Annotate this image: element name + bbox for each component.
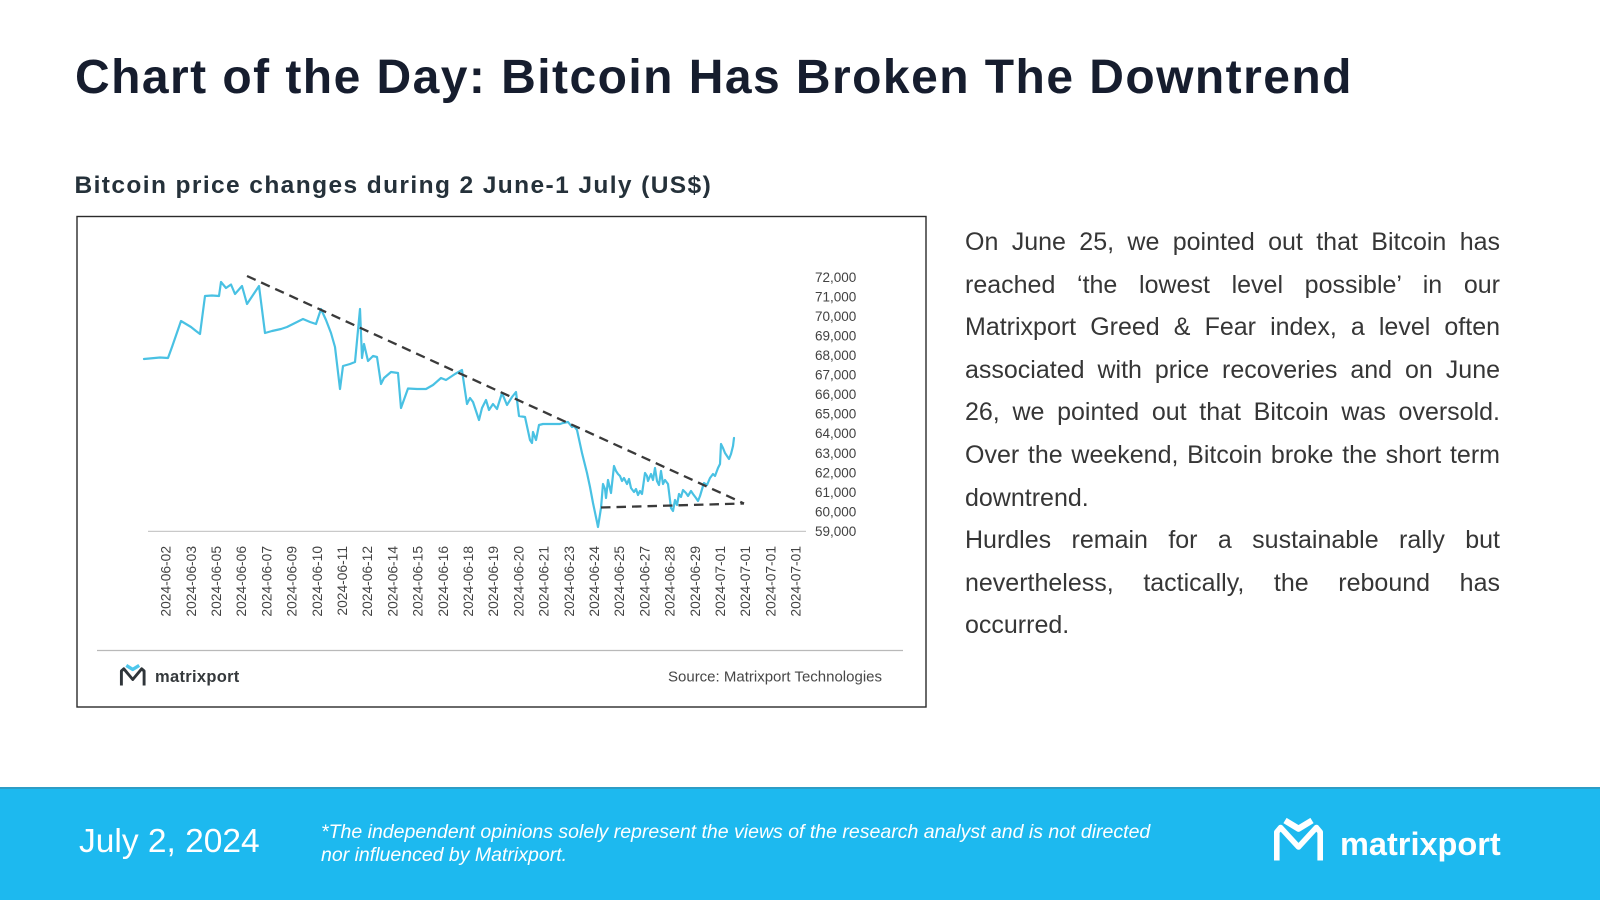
svg-text:2024-06-15: 2024-06-15 [411, 546, 426, 617]
svg-text:61,000: 61,000 [815, 485, 856, 500]
svg-text:2024-06-19: 2024-06-19 [486, 546, 501, 617]
svg-text:2024-06-03: 2024-06-03 [184, 546, 199, 617]
svg-text:2024-06-25: 2024-06-25 [612, 546, 627, 617]
svg-text:66,000: 66,000 [815, 387, 856, 402]
svg-text:matrixport: matrixport [155, 668, 240, 686]
svg-text:2024-06-29: 2024-06-29 [688, 546, 703, 617]
svg-text:2024-06-23: 2024-06-23 [562, 546, 577, 617]
svg-text:2024-06-14: 2024-06-14 [385, 546, 400, 617]
svg-text:63,000: 63,000 [815, 446, 856, 461]
svg-text:2024-06-16: 2024-06-16 [436, 546, 451, 617]
svg-text:69,000: 69,000 [815, 328, 856, 343]
svg-text:2024-06-02: 2024-06-02 [159, 546, 174, 617]
svg-text:2024-06-24: 2024-06-24 [587, 546, 602, 617]
svg-text:71,000: 71,000 [815, 289, 856, 304]
svg-text:59,000: 59,000 [815, 524, 856, 539]
svg-text:2024-06-11: 2024-06-11 [335, 546, 350, 616]
svg-text:2024-06-21: 2024-06-21 [537, 546, 552, 617]
svg-text:2024-06-09: 2024-06-09 [285, 546, 300, 617]
svg-text:67,000: 67,000 [815, 368, 856, 383]
svg-text:2024-06-10: 2024-06-10 [310, 546, 325, 617]
svg-text:Source: Matrixport Technologie: Source: Matrixport Technologies [668, 669, 882, 686]
svg-text:68,000: 68,000 [815, 348, 856, 363]
svg-text:2024-06-07: 2024-06-07 [259, 546, 274, 617]
svg-text:62,000: 62,000 [815, 465, 856, 480]
svg-text:2024-06-06: 2024-06-06 [234, 546, 249, 617]
svg-text:64,000: 64,000 [815, 426, 856, 441]
svg-text:2024-07-01: 2024-07-01 [763, 546, 778, 617]
svg-text:65,000: 65,000 [815, 407, 856, 422]
svg-text:2024-06-05: 2024-06-05 [209, 546, 224, 617]
svg-text:2024-07-01: 2024-07-01 [738, 546, 753, 617]
svg-text:2024-06-20: 2024-06-20 [511, 546, 526, 617]
svg-text:2024-06-12: 2024-06-12 [360, 546, 375, 617]
svg-text:72,000: 72,000 [815, 270, 856, 285]
svg-text:2024-07-01: 2024-07-01 [789, 546, 804, 617]
svg-text:60,000: 60,000 [815, 504, 856, 519]
svg-text:2024-07-01: 2024-07-01 [713, 546, 728, 617]
svg-text:70,000: 70,000 [815, 309, 856, 324]
svg-text:2024-06-27: 2024-06-27 [637, 546, 652, 617]
svg-text:2024-06-18: 2024-06-18 [461, 546, 476, 617]
svg-text:2024-06-28: 2024-06-28 [663, 546, 678, 617]
